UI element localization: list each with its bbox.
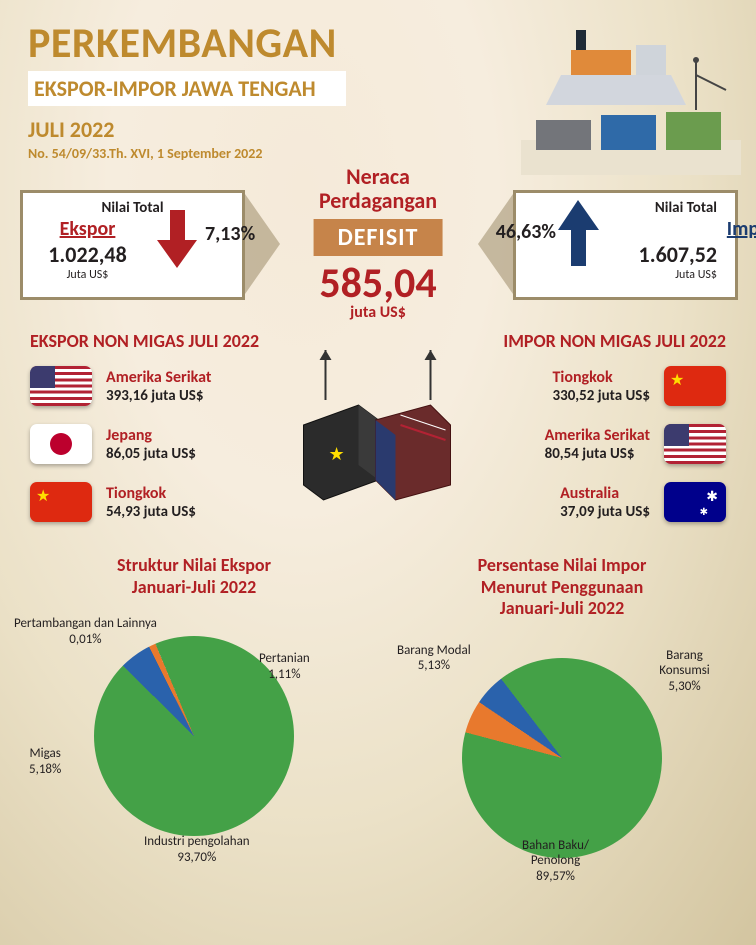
- impor-unit: Juta US$: [516, 268, 717, 282]
- pie-chart: [462, 658, 662, 858]
- pie-impor-title: Persentase Nilai ImporMenurut Penggunaan…: [398, 555, 726, 620]
- country-name: Tiongkok: [553, 368, 651, 387]
- country-value: 80,54 juta US$: [545, 445, 650, 463]
- country-name: Jepang: [106, 426, 196, 445]
- flag-us-icon: [30, 366, 92, 406]
- pie-impor-chart: Bahan Baku/ Penolong89,57% Barang Konsums…: [402, 638, 722, 898]
- country-value: 54,93 juta US$: [106, 503, 196, 521]
- arrow-down-icon: [155, 210, 200, 270]
- impor-title: Nilai Total: [516, 193, 717, 217]
- trade-balance-section: Nilai Total Ekspor 1.022,48 Juta US$ 7,1…: [0, 170, 756, 320]
- ekspor-nonmigas-title: EKSPOR NON MIGAS JULI 2022: [30, 330, 373, 352]
- flag-cn-icon: [664, 366, 726, 406]
- pie-ekspor-block: Struktur Nilai EksporJanuari-Juli 2022 I…: [30, 555, 358, 898]
- deficit-badge: DEFISIT: [314, 219, 443, 256]
- ekspor-title: Nilai Total: [23, 193, 242, 217]
- flag-au-icon: [664, 482, 726, 522]
- balance-title: Neraca Perdagangan: [314, 165, 443, 213]
- country-name: Australia: [560, 484, 650, 503]
- subtitle-bar: EKSPOR-IMPOR JAWA TENGAH: [28, 71, 346, 106]
- port-illustration-icon: [521, 20, 741, 175]
- deficit-value: 585,04: [314, 258, 443, 309]
- pie-slice-label: Pertambangan dan Lainnya0,01%: [14, 616, 157, 647]
- country-name: Tiongkok: [106, 484, 196, 503]
- ekspor-kind: Ekspor: [60, 217, 116, 241]
- ekspor-unit: Juta US$: [0, 268, 242, 282]
- pie-slice-label: Pertanian1,11%: [259, 651, 310, 682]
- ekspor-change: 7,13%: [205, 222, 255, 246]
- pie-slice-label: Barang Konsumsi5,30%: [647, 648, 722, 695]
- pie-slice-label: Barang Modal5,13%: [397, 643, 471, 674]
- impor-nonmigas-title: IMPOR NON MIGAS JULI 2022: [383, 330, 726, 352]
- arrow-up-icon: [556, 198, 601, 268]
- impor-value: 1.607,52: [516, 241, 717, 268]
- country-value: 37,09 juta US$: [560, 503, 650, 521]
- country-value: 393,16 juta US$: [106, 387, 211, 405]
- pie-slice-label: Migas5,18%: [29, 746, 61, 777]
- containers-illustration-icon: ★: [296, 350, 461, 515]
- pie-ekspor-chart: Industri pengolahan93,70%Migas5,18%Perta…: [34, 616, 354, 876]
- center-balance: Neraca Perdagangan DEFISIT 585,04 juta U…: [314, 165, 443, 322]
- pie-slice-label: Bahan Baku/ Penolong89,57%: [522, 838, 589, 885]
- pies-section: Struktur Nilai EksporJanuari-Juli 2022 I…: [0, 555, 756, 898]
- country-value: 330,52 juta US$: [553, 387, 651, 405]
- country-value: 86,05 juta US$: [106, 445, 196, 463]
- country-name: Amerika Serikat: [545, 426, 650, 445]
- pie-ekspor-title: Struktur Nilai EksporJanuari-Juli 2022: [30, 555, 358, 598]
- svg-text:★: ★: [329, 443, 345, 465]
- impor-kind: Impor: [727, 217, 756, 241]
- pie-impor-block: Persentase Nilai ImporMenurut Penggunaan…: [398, 555, 726, 898]
- flag-jp-icon: [30, 424, 92, 464]
- country-name: Amerika Serikat: [106, 368, 211, 387]
- pie-slice-label: Industri pengolahan93,70%: [144, 834, 250, 865]
- flag-us-icon: [664, 424, 726, 464]
- impor-change: 46,63%: [496, 220, 556, 244]
- subtitle: EKSPOR-IMPOR JAWA TENGAH: [34, 75, 316, 102]
- flag-cn-icon: [30, 482, 92, 522]
- impor-box: Nilai Total Impor 1.607,52 Juta US$: [513, 190, 738, 300]
- countries-section: EKSPOR NON MIGAS JULI 2022 Amerika Serik…: [0, 330, 756, 540]
- chevron-right-icon: [478, 194, 513, 294]
